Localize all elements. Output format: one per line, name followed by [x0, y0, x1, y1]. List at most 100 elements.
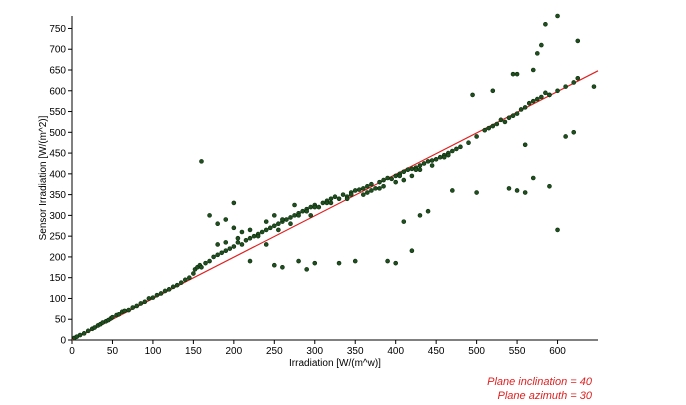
data-point [437, 154, 443, 160]
data-point [292, 202, 297, 208]
data-point [490, 123, 496, 129]
data-point [340, 192, 346, 197]
data-point [263, 242, 269, 247]
data-point [445, 152, 451, 158]
x-tick-label: 100 [145, 346, 162, 357]
data-point [377, 186, 382, 191]
data-point [535, 96, 540, 102]
data-point [308, 204, 314, 210]
data-point [365, 184, 370, 189]
y-tick-label: 300 [49, 211, 66, 222]
data-point [296, 258, 301, 264]
data-point [231, 244, 237, 249]
fit-line-group [71, 70, 599, 341]
data-point [458, 144, 463, 150]
x-tick-label: 250 [266, 346, 283, 357]
data-point [239, 242, 245, 247]
data-point [381, 177, 386, 183]
data-point [417, 163, 423, 168]
data-point [417, 213, 423, 218]
data-point [494, 121, 500, 127]
data-point [207, 213, 212, 218]
data-point [482, 127, 488, 133]
data-point [255, 233, 261, 239]
data-point [239, 229, 245, 235]
data-point [280, 265, 285, 270]
data-point [401, 219, 407, 224]
data-point [409, 248, 415, 253]
data-point [563, 84, 568, 89]
y-tick-label: 250 [49, 232, 66, 243]
y-tick-label: 50 [55, 315, 67, 326]
x-tick-label: 500 [468, 346, 485, 357]
data-point [405, 167, 411, 172]
data-point [284, 217, 289, 222]
data-point [292, 213, 297, 218]
data-point [490, 88, 496, 94]
data-point [304, 267, 309, 272]
data-point [312, 260, 318, 266]
data-point [235, 240, 241, 245]
data-point [397, 173, 403, 179]
data-point [425, 208, 431, 214]
data-point [502, 119, 508, 125]
data-point [243, 238, 249, 243]
x-tick-label: 150 [185, 346, 202, 357]
data-point [247, 258, 253, 264]
data-point [348, 192, 354, 197]
data-point [486, 125, 492, 131]
data-point [506, 115, 512, 121]
data-point [336, 260, 342, 266]
data-point [474, 190, 479, 195]
x-tick-label: 300 [306, 346, 323, 357]
data-point [122, 308, 127, 314]
data-point [514, 111, 520, 116]
data-point [215, 242, 220, 247]
data-point [110, 314, 115, 320]
data-point [530, 67, 536, 73]
data-point [81, 331, 87, 336]
data-point [276, 227, 281, 233]
data-point [539, 42, 544, 48]
data-point [450, 188, 455, 193]
data-point [328, 196, 334, 202]
data-point [154, 292, 160, 298]
data-point [211, 254, 216, 260]
data-point [498, 117, 504, 123]
data-point [263, 227, 269, 233]
data-point [543, 90, 548, 96]
plane-inclination-annotation: Plane inclination = 40 [487, 376, 592, 388]
fit-line [71, 70, 599, 341]
data-point [166, 287, 172, 292]
y-ticks: 0 50 100 150 200 250 300 350 400 450 500 550 600 650 7… [49, 24, 72, 347]
data-point [393, 179, 398, 185]
data-point [470, 92, 475, 98]
x-tick-label: 600 [549, 346, 566, 357]
data-point [429, 158, 435, 163]
data-point [162, 288, 168, 294]
x-tick-label: 0 [69, 346, 75, 357]
data-point [377, 179, 382, 185]
data-point [539, 94, 544, 100]
data-points [72, 13, 597, 341]
data-point [263, 219, 269, 224]
x-tick-label: 550 [509, 346, 526, 357]
data-point [547, 184, 552, 189]
data-point [381, 184, 386, 189]
data-point [231, 225, 237, 231]
data-point [199, 265, 204, 270]
data-point [530, 98, 536, 104]
data-point [450, 148, 455, 154]
data-point [272, 223, 277, 229]
data-point [259, 229, 265, 235]
data-point [174, 282, 180, 288]
data-point [280, 217, 285, 222]
data-point [510, 71, 516, 77]
data-point [393, 260, 398, 266]
data-point [223, 240, 229, 245]
data-point [535, 51, 540, 56]
data-point [510, 113, 516, 118]
data-point [203, 260, 208, 266]
data-point [77, 332, 83, 338]
x-axis-label: Irradiation [W/(m^w)] [289, 358, 381, 369]
